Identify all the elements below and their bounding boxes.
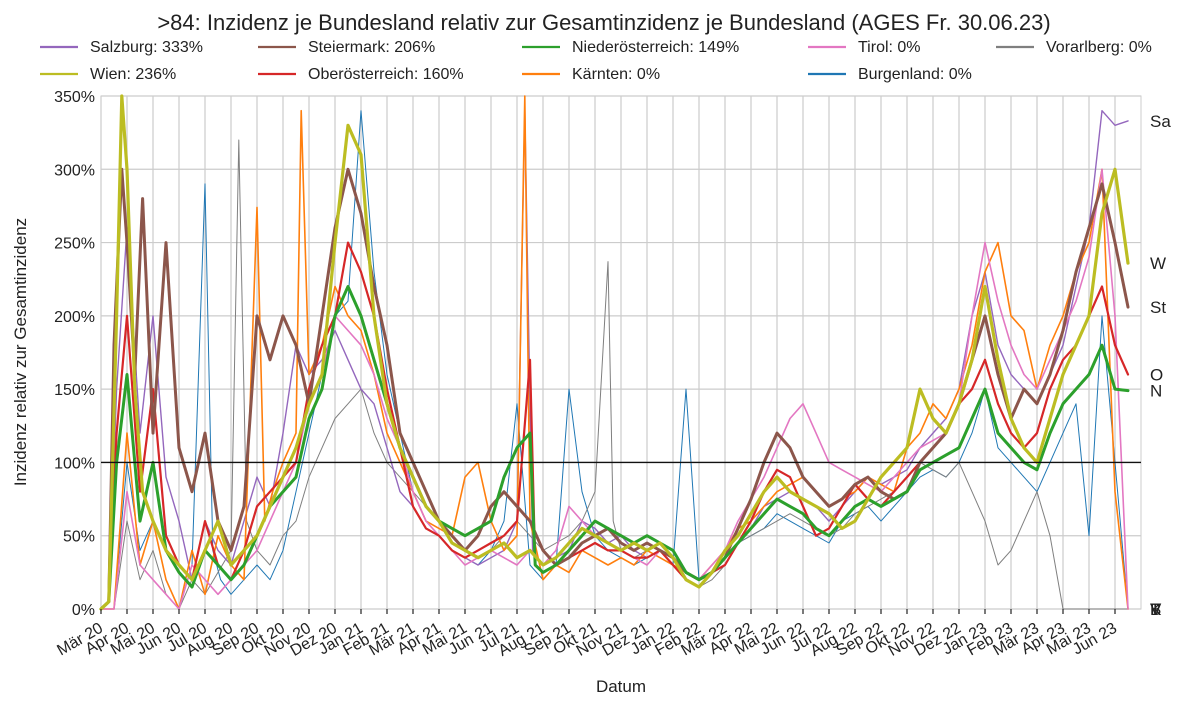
end-label-tirol: T (1150, 600, 1160, 619)
series-line-vorarlberg (100, 139, 1129, 610)
y-tick-label: 0% (72, 602, 95, 619)
end-label-oberösterreich: O (1150, 365, 1163, 384)
end-label-wien: W (1150, 254, 1166, 273)
legend-entry-vorarlberg: Vorarlberg: 0% (1046, 39, 1152, 56)
legend-entry-oberösterreich: Oberösterreich: 160% (308, 66, 464, 83)
legend-entry-salzburg: Salzburg: 333% (90, 39, 203, 56)
y-tick-label: 100% (54, 455, 95, 472)
y-tick-label: 150% (54, 382, 95, 399)
series-line-wien (99, 94, 1130, 611)
grid (100, 95, 1142, 610)
series-line-kärnten (100, 95, 1129, 610)
end-label-burgenland: B (1150, 600, 1161, 619)
legend-entry-wien: Wien: 236% (90, 66, 176, 83)
legend-entry-kärnten: Kärnten: 0% (572, 66, 660, 83)
chart-title: >84: Inzidenz je Bundesland relativ zur … (157, 10, 1050, 35)
legend: Salzburg: 333% Wien: 236% Steiermark: 206%… (40, 39, 1152, 83)
end-label-kärnten: K (1150, 600, 1162, 619)
legend-entry-tirol: Tirol: 0% (858, 39, 921, 56)
y-tick-label: 200% (54, 309, 95, 326)
legend-entry-burgenland: Burgenland: 0% (858, 66, 972, 83)
legend-entry-niederösterreich: Niederösterreich: 149% (572, 39, 739, 56)
y-axis-label: Inzidenz relativ zur Gesamtinzidenz (11, 218, 30, 486)
end-label-niederösterreich: N (1150, 382, 1162, 401)
y-tick-label: 300% (54, 162, 95, 179)
series-layer (99, 94, 1130, 611)
x-axis-label: Datum (596, 677, 646, 696)
y-tick-label: 50% (63, 529, 95, 546)
legend-entry-steiermark: Steiermark: 206% (308, 39, 435, 56)
end-label-steiermark: St (1150, 298, 1166, 317)
y-tick-label: 250% (54, 236, 95, 253)
end-label-vorarlberg: V (1150, 600, 1162, 619)
y-tick-label: 350% (54, 89, 95, 106)
end-label-salzburg: Sa (1150, 112, 1171, 131)
